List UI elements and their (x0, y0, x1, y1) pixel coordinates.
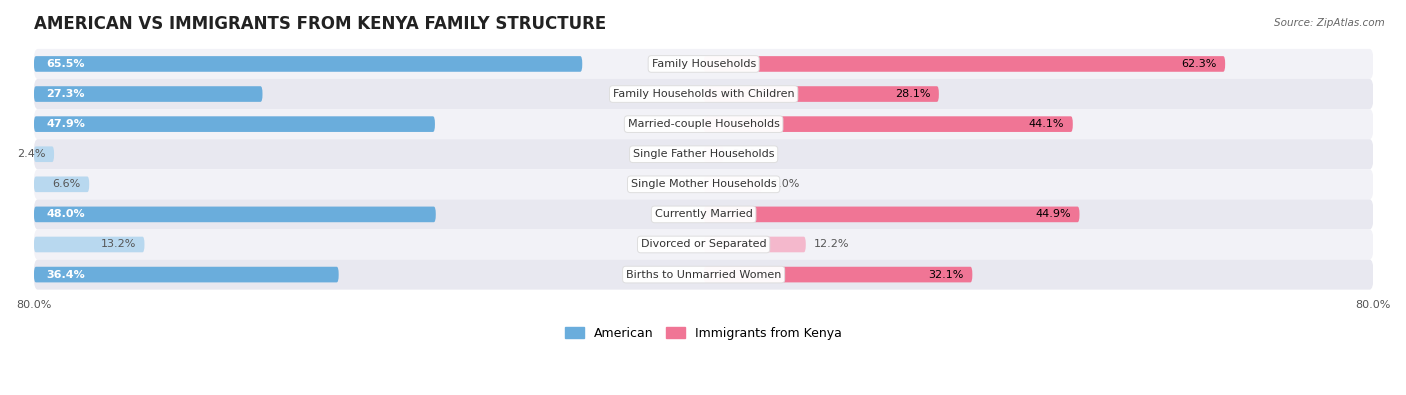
Text: 7.0%: 7.0% (770, 179, 799, 189)
FancyBboxPatch shape (34, 260, 1374, 290)
Text: 6.6%: 6.6% (52, 179, 80, 189)
FancyBboxPatch shape (34, 116, 434, 132)
Text: 44.1%: 44.1% (1029, 119, 1064, 129)
Text: Family Households: Family Households (651, 59, 756, 69)
Text: 62.3%: 62.3% (1181, 59, 1216, 69)
Text: 12.2%: 12.2% (814, 239, 849, 250)
Text: 27.3%: 27.3% (46, 89, 84, 99)
FancyBboxPatch shape (703, 56, 1225, 72)
FancyBboxPatch shape (34, 207, 436, 222)
FancyBboxPatch shape (703, 86, 939, 102)
Text: Currently Married: Currently Married (655, 209, 752, 219)
FancyBboxPatch shape (703, 116, 1073, 132)
FancyBboxPatch shape (34, 177, 89, 192)
Text: Divorced or Separated: Divorced or Separated (641, 239, 766, 250)
Text: 36.4%: 36.4% (46, 269, 86, 280)
Text: 48.0%: 48.0% (46, 209, 86, 219)
FancyBboxPatch shape (34, 86, 263, 102)
FancyBboxPatch shape (703, 207, 1080, 222)
Text: AMERICAN VS IMMIGRANTS FROM KENYA FAMILY STRUCTURE: AMERICAN VS IMMIGRANTS FROM KENYA FAMILY… (34, 15, 606, 33)
Text: 28.1%: 28.1% (896, 89, 931, 99)
Text: 2.4%: 2.4% (17, 149, 45, 159)
Text: Single Mother Households: Single Mother Households (631, 179, 776, 189)
FancyBboxPatch shape (703, 237, 806, 252)
FancyBboxPatch shape (703, 177, 762, 192)
FancyBboxPatch shape (34, 229, 1374, 260)
Text: Married-couple Households: Married-couple Households (627, 119, 779, 129)
FancyBboxPatch shape (34, 237, 145, 252)
FancyBboxPatch shape (703, 267, 973, 282)
FancyBboxPatch shape (34, 147, 53, 162)
FancyBboxPatch shape (34, 56, 582, 72)
FancyBboxPatch shape (34, 49, 1374, 79)
Text: Births to Unmarried Women: Births to Unmarried Women (626, 269, 782, 280)
Legend: American, Immigrants from Kenya: American, Immigrants from Kenya (561, 322, 846, 345)
Text: 32.1%: 32.1% (928, 269, 965, 280)
Text: Single Father Households: Single Father Households (633, 149, 775, 159)
Text: Source: ZipAtlas.com: Source: ZipAtlas.com (1274, 18, 1385, 28)
FancyBboxPatch shape (34, 199, 1374, 229)
FancyBboxPatch shape (34, 267, 339, 282)
Text: 47.9%: 47.9% (46, 119, 86, 129)
Text: Family Households with Children: Family Households with Children (613, 89, 794, 99)
FancyBboxPatch shape (34, 139, 1374, 169)
Text: 2.4%: 2.4% (733, 149, 761, 159)
FancyBboxPatch shape (34, 109, 1374, 139)
Text: 44.9%: 44.9% (1035, 209, 1071, 219)
Text: 65.5%: 65.5% (46, 59, 84, 69)
FancyBboxPatch shape (34, 79, 1374, 109)
FancyBboxPatch shape (703, 147, 724, 162)
FancyBboxPatch shape (34, 169, 1374, 199)
Text: 13.2%: 13.2% (101, 239, 136, 250)
